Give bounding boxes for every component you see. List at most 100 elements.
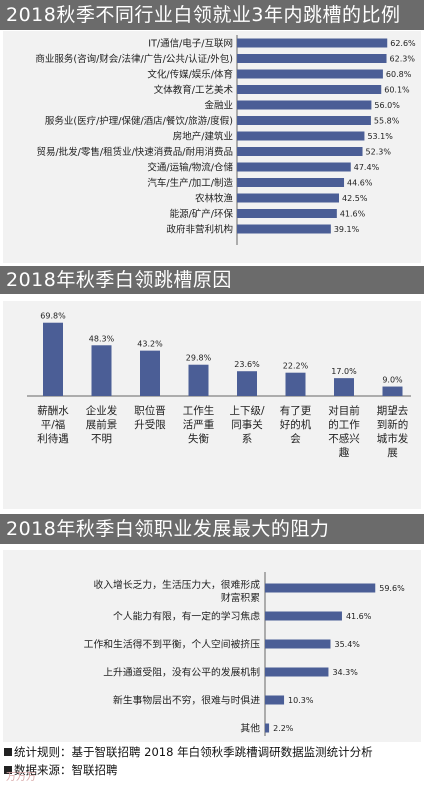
chart1-category-label: 能源/矿产/环保	[170, 208, 234, 220]
chart2-bar	[91, 345, 112, 396]
chart1-category-label: IT/通信/电子/互联网	[148, 38, 233, 50]
chart1-category-label: 文体教育/工艺美术	[154, 84, 234, 96]
chart2-category-label: 同事关	[231, 418, 263, 431]
chart2-value-label: 69.8%	[40, 312, 66, 321]
chart2-value-label: 22.2%	[283, 362, 309, 371]
chart3-bar	[265, 611, 342, 621]
chart3-value-label: 2.2%	[273, 724, 294, 733]
chart1-category-label: 商业服务(咨询/财会/法律/广告/公共/认证/外包)	[35, 53, 233, 65]
chart3-category-label: 上升通道受阻，没有公平的发展机制	[103, 666, 260, 679]
chart1-bar	[237, 38, 388, 48]
chart2-category-label: 职位晋	[134, 404, 166, 417]
chart2-category-label: 对目前	[328, 404, 360, 417]
chart2-title-bar: 2018年秋季白领跳槽原因	[0, 266, 424, 294]
chart2-value-label: 29.8%	[186, 354, 212, 363]
stat-rule-note: 统计规则：基于智联招聘 2018 年白领秋季跳槽调研数据监测统计分析	[4, 744, 373, 760]
chart2-title: 2018年秋季白领跳槽原因	[6, 269, 232, 291]
chart3-title: 2018年秋季白领职业发展最大的阻力	[6, 518, 330, 540]
chart2-value-label: 23.6%	[234, 360, 260, 369]
chart2-bar	[237, 371, 257, 396]
chart1-bar	[237, 209, 337, 218]
chart1-value-label: 47.4%	[354, 163, 380, 172]
chart2-panel: 69.8% 薪酬水 平/福 利待遇 48.3% 企业发 展前景 不明 43.2% 职位晋 升受限 29…	[3, 301, 421, 509]
data-source-note: 数据来源：智联招聘	[4, 762, 118, 778]
chart2-category-label: 到新的	[377, 418, 409, 431]
chart2-category-label: 期望去	[377, 404, 409, 417]
chart3-title-bar: 2018年秋季白领职业发展最大的阻力	[0, 514, 424, 544]
chart2-category-label: 不感兴	[328, 432, 360, 445]
chart2-value-label: 43.2%	[137, 340, 163, 349]
chart1-category-label: 政府非营利机构	[166, 224, 233, 236]
chart2-value-label: 9.0%	[382, 376, 403, 385]
chart1-bar	[237, 100, 372, 110]
chart3-value-label: 41.6%	[346, 612, 372, 621]
chart1-value-label: 60.8%	[386, 70, 412, 79]
chart3-value-label: 34.3%	[332, 668, 358, 677]
chart1-category-label: 文化/传媒/娱乐/体育	[147, 69, 233, 81]
chart3-category-label: 其他	[240, 722, 260, 735]
chart1-bar	[237, 147, 363, 156]
chart2-category-label: 的工作	[328, 418, 360, 431]
chart2-category-label: 上下级/	[229, 405, 264, 417]
chart2-category-label: 工作生	[183, 404, 215, 417]
chart1-value-label: 53.1%	[367, 132, 393, 141]
chart3-bar	[265, 667, 329, 677]
chart2-category-label: 有了更	[280, 404, 312, 417]
chart1-category-label: 贸易/批发/零售/租赁业/快速消费品/耐用消费品	[36, 146, 233, 158]
chart2-bar	[140, 350, 160, 396]
chart1-title: 2018秋季不同行业白领就业3年内跳槽的比例	[6, 4, 401, 26]
chart2-category-label: 活严重	[183, 418, 215, 431]
chart1-bar	[237, 131, 365, 141]
chart1-bar	[237, 85, 382, 94]
chart1-category-label: 服务业(医疗/护理/保健/酒店/餐饮/旅游/度假)	[45, 115, 233, 127]
chart1-bar	[237, 116, 371, 125]
watermark-stamp: 万万万	[6, 772, 36, 783]
chart3-category-label: 新生事物层出不穷，很难与时俱进	[113, 694, 260, 707]
chart3-bar	[265, 695, 285, 705]
chart2-bar	[382, 386, 403, 396]
chart1-category-label: 农林牧渔	[195, 193, 234, 205]
chart1-category-label: 金融业	[204, 100, 233, 112]
chart2-category-label: 平/福	[41, 418, 66, 431]
chart2-category-label: 薪酬水	[37, 405, 69, 417]
chart1-category-label: 汽车/生产/加工/制造	[147, 177, 233, 189]
chart2-category-label: 展	[387, 447, 398, 459]
data-source-text: 数据来源：智联招聘	[14, 763, 118, 777]
chart1-bar	[237, 224, 331, 234]
chart1-bar	[237, 178, 345, 187]
chart1-category-label: 房地产/建筑业	[173, 131, 233, 143]
chart2-bar	[43, 322, 63, 396]
chart3-category-label: 个人能力有限，有一定的学习焦虑	[113, 610, 260, 623]
chart2-category-label: 升受限	[134, 419, 166, 431]
chart1-value-label: 39.1%	[334, 225, 360, 234]
chart3-panel: 收入增长乏力，生活压力大，很难形成 财富积累 59.6% 个人能力有限，有一定的学习焦…	[3, 550, 421, 742]
chart3-category-label: 工作和生活得不到平衡，个人空间被挤压	[84, 638, 261, 651]
chart2-category-label: 趣	[339, 446, 350, 459]
chart1-bar	[237, 69, 383, 79]
chart1-value-label: 60.1%	[384, 86, 410, 95]
chart3-value-label: 35.4%	[334, 640, 360, 649]
chart3-category-label: 收入增长乏力，生活压力大，很难形成	[93, 578, 260, 591]
chart2-bar	[334, 378, 354, 396]
chart2-category-label: 失衡	[188, 432, 209, 445]
chart2-category-label: 好的机	[280, 418, 312, 431]
chart2-category-label: 利待遇	[37, 432, 69, 445]
chart2-category-label: 会	[290, 432, 301, 445]
chart2-category-label: 企业发	[86, 404, 118, 417]
chart1-value-label: 44.6%	[347, 179, 373, 188]
chart1-bar	[237, 54, 387, 63]
chart1-value-label: 42.5%	[342, 194, 368, 203]
chart1-value-label: 41.6%	[340, 210, 366, 219]
chart3-bar	[265, 639, 331, 649]
chart1-title-bar: 2018秋季不同行业白领就业3年内跳槽的比例	[0, 0, 424, 30]
stat-rule-text: 统计规则：基于智联招聘 2018 年白领秋季跳槽调研数据监测统计分析	[14, 745, 373, 759]
chart2-category-label: 不明	[91, 433, 112, 445]
chart3-value-label: 59.6%	[379, 584, 405, 593]
chart3-bar	[265, 583, 376, 593]
chart1-panel: IT/通信/电子/互联网 62.6% 商业服务(咨询/财会/法律/广告/公共/认证/…	[3, 31, 421, 263]
chart1-value-label: 62.6%	[390, 39, 416, 48]
chart1-value-label: 62.3%	[390, 55, 416, 64]
chart2-bar	[188, 364, 209, 396]
